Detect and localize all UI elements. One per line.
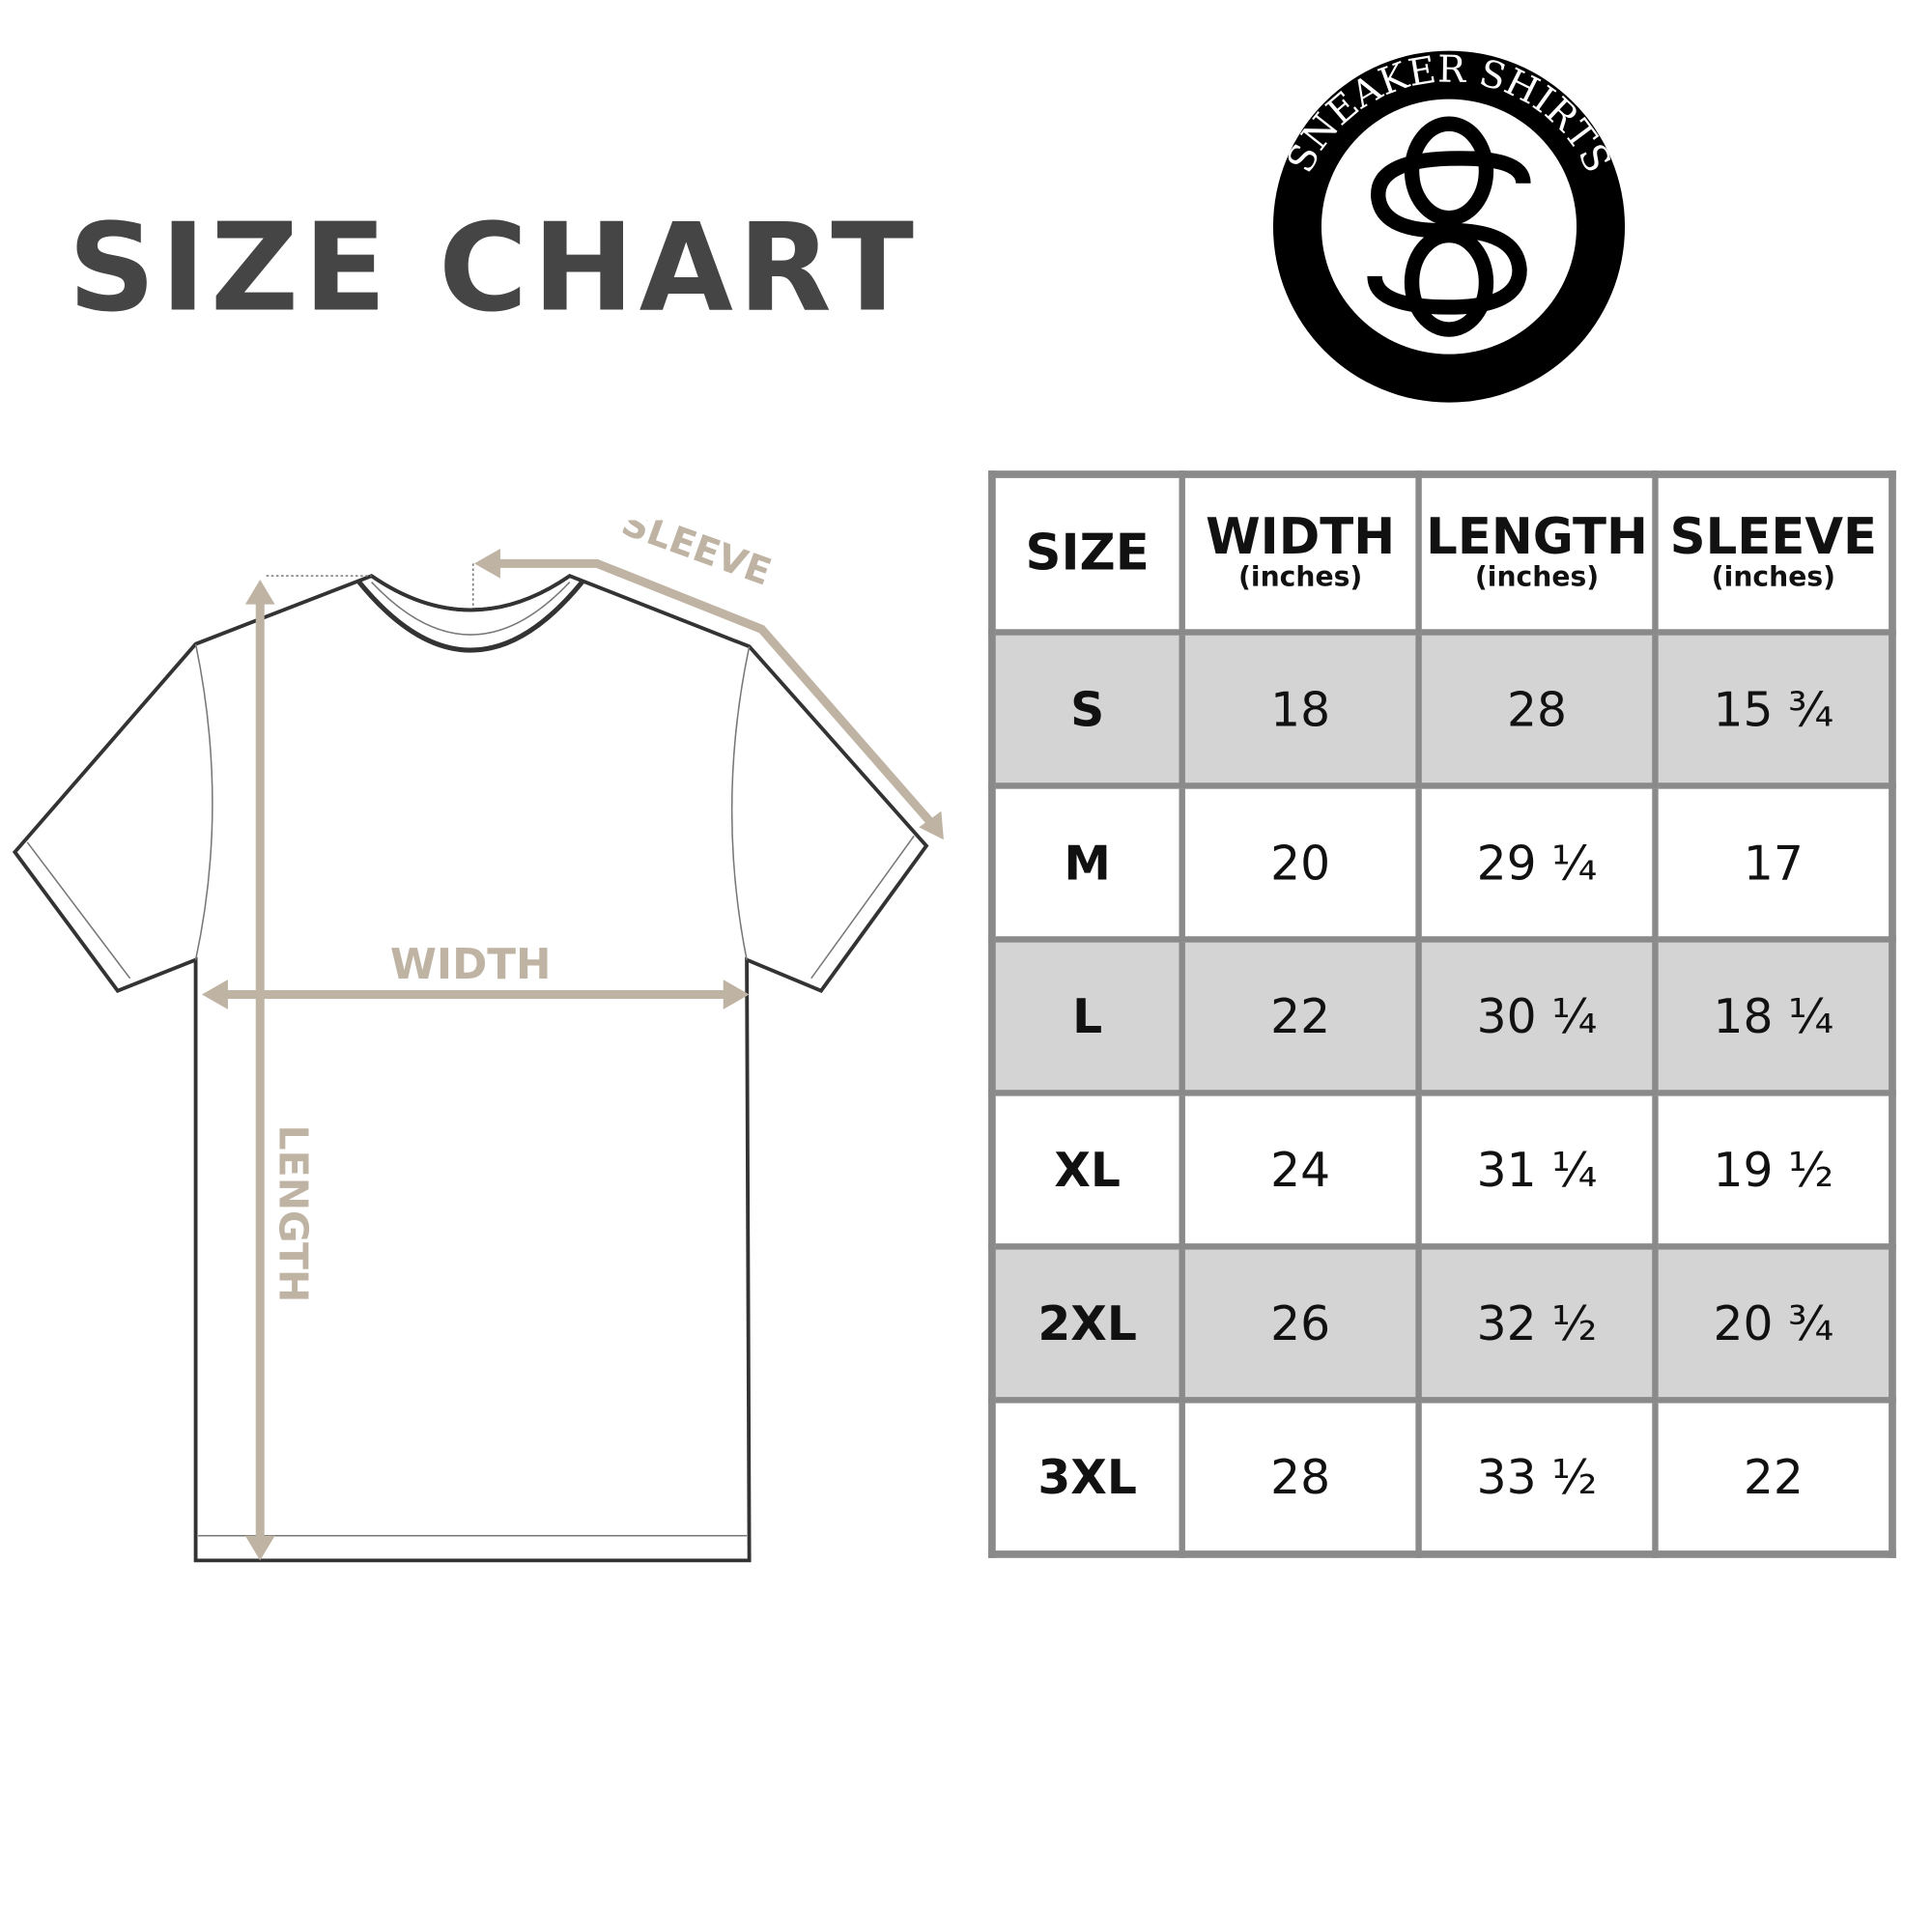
header-size: SIZE	[988, 470, 1185, 636]
size-cell: M	[988, 782, 1185, 943]
measure-arrows	[201, 548, 944, 1561]
size-cell: L	[988, 936, 1185, 1096]
length-cell: 32 ½	[1415, 1243, 1659, 1404]
table-row: L 22 30 ¼ 18 ¼	[988, 936, 1896, 1096]
size-cell: XL	[988, 1090, 1185, 1250]
sleeve-cell: 18 ¼	[1652, 936, 1896, 1096]
sleeve-cell: 15 ¾	[1652, 629, 1896, 789]
table-row: M 20 29 ¼ 17	[988, 782, 1896, 943]
header-sleeve: SLEEVE (inches)	[1652, 470, 1896, 636]
table-row: 3XL 28 33 ½ 22	[988, 1397, 1896, 1558]
width-label: WIDTH	[390, 941, 552, 989]
brand-logo: SNEAKER SHIRTS OUTLET.COM	[1272, 47, 1626, 403]
width-cell: 22	[1179, 936, 1422, 1096]
width-cell: 26	[1179, 1243, 1422, 1404]
header-width: WIDTH (inches)	[1179, 470, 1422, 636]
length-cell: 29 ¼	[1415, 782, 1659, 943]
sleeve-cell: 22	[1652, 1397, 1896, 1558]
width-cell: 28	[1179, 1397, 1422, 1558]
width-cell: 18	[1179, 629, 1422, 789]
monogram-icon	[1367, 116, 1531, 337]
length-cell: 30 ¼	[1415, 936, 1659, 1096]
table-row: 2XL 26 32 ½ 20 ¾	[988, 1243, 1896, 1404]
length-cell: 33 ½	[1415, 1397, 1659, 1558]
sleeve-cell: 20 ¾	[1652, 1243, 1896, 1404]
table-row: S 18 28 15 ¾	[988, 629, 1896, 789]
header-length: LENGTH (inches)	[1415, 470, 1659, 636]
sleeve-cell: 17	[1652, 782, 1896, 943]
size-cell: 2XL	[988, 1243, 1185, 1404]
width-cell: 20	[1179, 782, 1422, 943]
width-cell: 24	[1179, 1090, 1422, 1250]
size-cell: S	[988, 629, 1185, 789]
table-row: XL 24 31 ¼ 19 ½	[988, 1090, 1896, 1250]
page-title: SIZE CHART	[68, 198, 920, 340]
length-cell: 28	[1415, 629, 1659, 789]
tshirt-diagram: SLEEVE WIDTH LENGTH	[12, 520, 944, 1563]
length-cell: 31 ¼	[1415, 1090, 1659, 1250]
table-header-row: SIZE WIDTH (inches) LENGTH (inches) SLEEVE…	[988, 470, 1896, 636]
size-cell: 3XL	[988, 1397, 1185, 1558]
shirt-outline	[12, 573, 929, 1563]
sleeve-cell: 19 ½	[1652, 1090, 1896, 1250]
length-label: LENGTH	[270, 1125, 317, 1303]
size-table: SIZE WIDTH (inches) LENGTH (inches) SLEEVE…	[988, 470, 1896, 1558]
